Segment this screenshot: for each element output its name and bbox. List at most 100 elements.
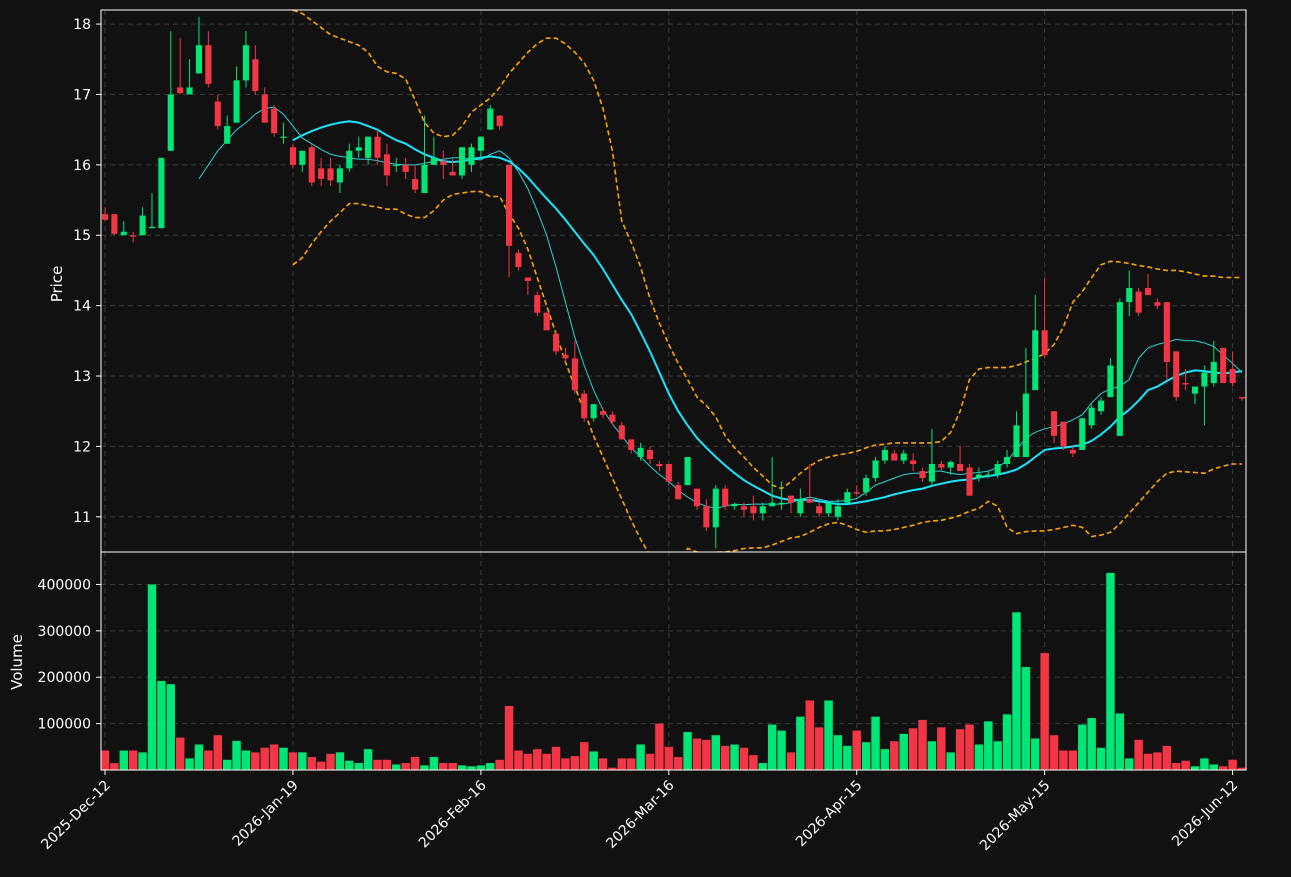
volume-bar bbox=[645, 753, 655, 770]
candle-body bbox=[308, 147, 315, 183]
volume-bar bbox=[824, 700, 833, 770]
candle bbox=[1182, 368, 1189, 391]
candle bbox=[881, 446, 888, 465]
price-tick-label: 13 bbox=[73, 369, 91, 385]
candle-body bbox=[496, 115, 503, 127]
candle-body bbox=[440, 161, 447, 165]
candle-body bbox=[552, 333, 560, 352]
candle-body bbox=[130, 235, 137, 237]
volume-bar bbox=[410, 757, 420, 770]
volume-bar bbox=[749, 755, 758, 770]
volume-bar bbox=[457, 765, 467, 770]
candle-body bbox=[534, 295, 541, 313]
volume-bar bbox=[551, 746, 561, 770]
candle-body bbox=[684, 456, 691, 486]
volume-bar bbox=[110, 763, 119, 770]
volume-bar bbox=[777, 730, 786, 770]
candle bbox=[355, 136, 362, 158]
date-tick-label: 2026-May-15 bbox=[977, 778, 1054, 855]
candle bbox=[872, 456, 879, 482]
candle-body bbox=[609, 414, 616, 422]
candle-body bbox=[750, 506, 757, 514]
candle bbox=[393, 157, 400, 172]
candle bbox=[957, 446, 964, 472]
candle-body bbox=[1069, 449, 1076, 454]
volume-bar bbox=[476, 765, 486, 770]
candle bbox=[637, 442, 644, 461]
candle bbox=[1220, 347, 1227, 384]
candle-body bbox=[910, 460, 917, 465]
volume-bar bbox=[1190, 766, 1200, 770]
candle bbox=[308, 143, 315, 186]
candle bbox=[590, 404, 597, 422]
candle bbox=[289, 143, 296, 169]
candle-body bbox=[515, 252, 522, 267]
candle-body bbox=[506, 164, 513, 246]
candle bbox=[834, 499, 841, 521]
volume-bar bbox=[880, 749, 890, 770]
candle bbox=[430, 136, 437, 165]
bollinger-upper-band bbox=[292, 10, 1242, 490]
candle bbox=[327, 157, 334, 186]
volume-bar bbox=[213, 735, 222, 770]
volume-bar bbox=[504, 705, 514, 770]
grid-layer bbox=[101, 10, 1246, 770]
candle bbox=[1144, 273, 1152, 296]
candle bbox=[421, 115, 428, 194]
volume-bar bbox=[1143, 753, 1153, 770]
volume-bar bbox=[335, 752, 345, 770]
candle-body bbox=[1097, 400, 1105, 412]
candle bbox=[346, 143, 353, 172]
candle bbox=[1013, 411, 1020, 457]
volume-bar bbox=[1068, 750, 1078, 770]
candle-body bbox=[524, 277, 531, 281]
volume-bar bbox=[805, 700, 814, 770]
candle-body bbox=[1229, 368, 1236, 384]
volume-bar bbox=[363, 749, 373, 770]
candle bbox=[186, 59, 193, 95]
candle bbox=[769, 456, 776, 507]
candle bbox=[900, 449, 907, 465]
candle bbox=[910, 453, 917, 472]
candle bbox=[684, 456, 691, 486]
candle-body bbox=[120, 231, 127, 236]
volume-bar bbox=[598, 758, 608, 770]
candle-body bbox=[327, 168, 334, 181]
candle bbox=[487, 105, 494, 130]
volume-bar bbox=[730, 744, 739, 770]
candle-body bbox=[421, 164, 428, 194]
candle-body bbox=[618, 425, 625, 440]
volume-bar bbox=[1078, 724, 1087, 770]
volume-bar bbox=[720, 745, 730, 770]
candle-body bbox=[1201, 372, 1208, 387]
candle bbox=[844, 488, 851, 503]
volume-bar bbox=[1153, 752, 1162, 770]
candle-body bbox=[562, 354, 569, 359]
candle bbox=[468, 143, 475, 172]
candle bbox=[1032, 295, 1039, 391]
volume-bar bbox=[1012, 612, 1021, 770]
volume-bar bbox=[439, 763, 448, 770]
candle bbox=[271, 105, 278, 137]
volume-bar bbox=[626, 758, 636, 770]
candle bbox=[111, 214, 118, 236]
candle bbox=[177, 38, 184, 95]
volume-bar bbox=[861, 742, 871, 770]
volume-bar bbox=[1218, 766, 1228, 770]
candle-body bbox=[693, 488, 701, 507]
candle-body bbox=[712, 488, 719, 528]
candle-body bbox=[148, 226, 156, 229]
candle bbox=[1004, 449, 1011, 468]
candle-body bbox=[581, 393, 588, 419]
volume-bar bbox=[1106, 572, 1115, 770]
candle-body bbox=[928, 464, 935, 482]
volume-bar bbox=[251, 752, 260, 770]
volume-bar bbox=[1087, 718, 1096, 770]
candle bbox=[609, 411, 616, 426]
volume-bar bbox=[486, 763, 495, 770]
candle bbox=[1173, 351, 1180, 401]
candle-body bbox=[101, 214, 109, 220]
candle-body bbox=[787, 495, 795, 503]
candle-body bbox=[975, 474, 982, 479]
volume-bar bbox=[401, 763, 410, 770]
